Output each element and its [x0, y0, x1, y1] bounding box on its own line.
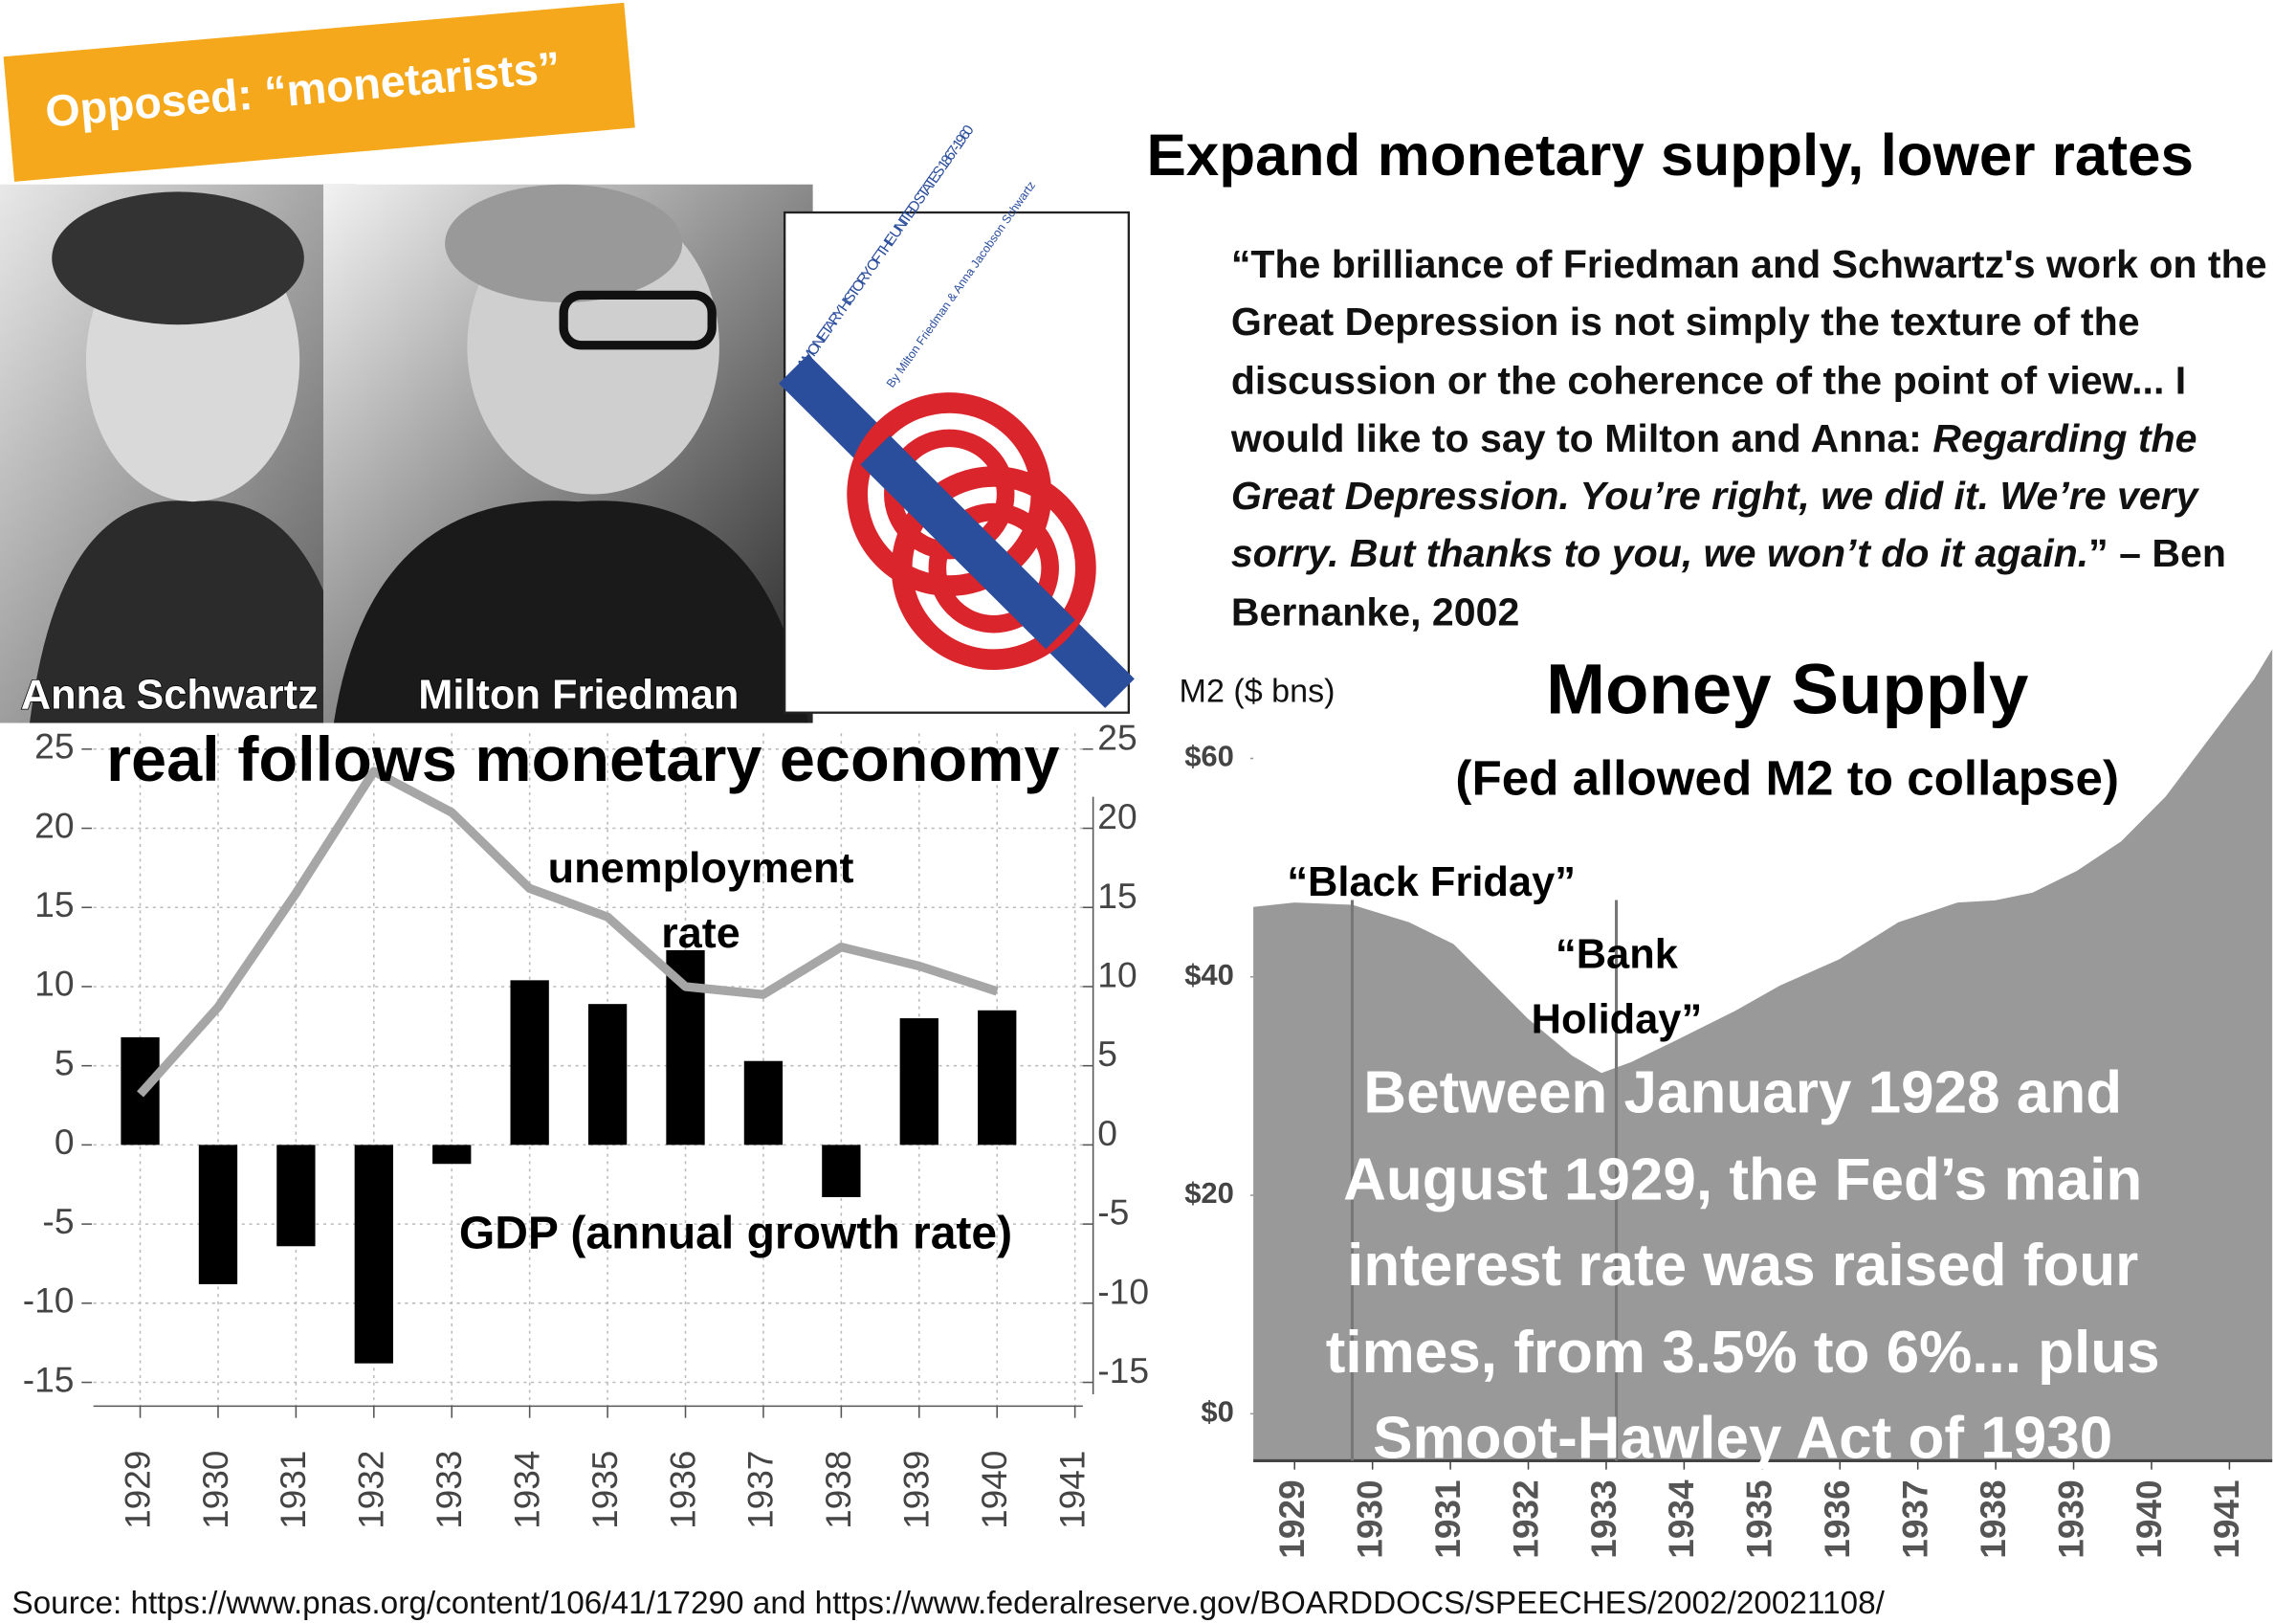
x-tick-label: 1932 — [351, 1451, 391, 1529]
quote-segment: Regarding the Great Depression. You’re r… — [1230, 415, 2198, 577]
y-tick-label: -5 — [42, 1201, 74, 1241]
annotation: “Black Friday” — [1261, 853, 1602, 912]
y-tick-label: 15 — [34, 884, 74, 924]
y2-tick-label: 5 — [1097, 1034, 1117, 1074]
x-tick-label: 1929 — [1271, 1479, 1312, 1558]
y-tick-label: -10 — [23, 1280, 75, 1321]
y-tick-label: $60 — [1184, 740, 1234, 773]
x-tick-label: 1933 — [1583, 1479, 1623, 1558]
y2-tick-label: -5 — [1097, 1192, 1129, 1233]
y2-tick-label: 0 — [1097, 1113, 1117, 1153]
annotation: “Bank Holiday” — [1498, 923, 1735, 1053]
y2-tick-label: 20 — [1097, 796, 1137, 836]
chart-subtitle: (Fed allowed M2 to collapse) — [1455, 751, 2119, 806]
y-tick-label: 10 — [34, 964, 74, 1004]
quote-segment: “The brilliance of Friedman and Schwartz… — [1230, 241, 2267, 460]
bar — [743, 1060, 784, 1145]
bar — [354, 1145, 393, 1364]
line — [137, 767, 999, 1098]
y2-tick-label: -15 — [1097, 1350, 1149, 1390]
y-tick-label: 0 — [55, 1122, 75, 1162]
source: Source: https://www.pnas.org/content/106… — [11, 1586, 1885, 1621]
x-tick-label: 1929 — [117, 1451, 157, 1529]
annotation-box: “Black Friday” — [1261, 853, 1602, 912]
quote-segment: ” – Ben Bernanke, 2002 — [1230, 531, 2226, 634]
x-tick-label: 1930 — [1349, 1479, 1389, 1558]
bar — [432, 1145, 472, 1165]
x-tick-label: 1938 — [1973, 1479, 2013, 1558]
chart-title: real follows monetary economy — [106, 724, 1059, 795]
y-axis-label: M2 ($ bns) — [1180, 674, 1336, 710]
x-tick-label: 1931 — [273, 1451, 313, 1529]
y-tick-label: 5 — [55, 1043, 75, 1083]
x-tick-label: 1933 — [429, 1451, 469, 1529]
bar — [899, 1018, 938, 1145]
bar — [587, 1004, 628, 1145]
annotation-text: “Black Friday” — [1287, 858, 1576, 905]
photo-anna — [0, 184, 357, 723]
y2-tick-label: -10 — [1097, 1271, 1149, 1311]
quote-box: “The brilliance of Friedman and Schwartz… — [1231, 236, 2269, 642]
y-tick-label: $40 — [1184, 958, 1234, 991]
x-tick-label: 1931 — [1427, 1479, 1468, 1558]
x-tick-label: 1936 — [662, 1451, 702, 1529]
x-tick-label: 1941 — [2206, 1479, 2246, 1558]
note-text: Between January 1928 and August 1929, th… — [1325, 1060, 2160, 1472]
x-tick-label: 1930 — [195, 1451, 235, 1529]
x-tick-label: 1935 — [585, 1451, 625, 1529]
book-cover — [779, 211, 1135, 714]
y-tick-label: 25 — [34, 726, 74, 767]
heading: Expand monetary supply, lower rates — [1146, 122, 2194, 189]
x-tick-label: 1940 — [974, 1451, 1014, 1529]
x-tick-label: 1934 — [506, 1451, 546, 1529]
series-label-text: unemployment rate — [547, 845, 854, 958]
x-tick-label: 1940 — [2129, 1479, 2169, 1558]
annotation-box: “Bank Holiday” — [1498, 923, 1735, 1053]
x-tick-label: 1936 — [1817, 1479, 1857, 1558]
bar — [276, 1145, 316, 1247]
y-tick-label: -15 — [23, 1359, 75, 1399]
x-tick-label: 1934 — [1661, 1479, 1701, 1559]
area — [1253, 649, 2273, 1461]
x-tick-label: 1939 — [2050, 1479, 2090, 1558]
y2-tick-label: 25 — [1097, 717, 1137, 757]
x-tick-label: 1937 — [1894, 1479, 1934, 1558]
y-tick-label: 20 — [34, 805, 74, 845]
y-tick-label: $20 — [1184, 1176, 1234, 1210]
x-tick-label: 1941 — [1051, 1451, 1092, 1529]
annotation-text: “Bank Holiday” — [1531, 930, 1703, 1042]
banner — [3, 2, 635, 182]
bar — [978, 1010, 1017, 1145]
y2-tick-label: 15 — [1097, 876, 1137, 916]
y2-tick-label: 10 — [1097, 955, 1137, 995]
chart-title: Money Supply — [1546, 650, 2028, 729]
photo-milton — [322, 184, 813, 723]
x-tick-label: 1932 — [1505, 1479, 1545, 1558]
series-label-box: unemployment rate — [504, 836, 897, 967]
note: Between January 1928 and August 1929, th… — [1261, 1051, 2225, 1482]
bar — [510, 980, 549, 1145]
x-tick-label: 1938 — [818, 1451, 858, 1529]
series-label: GDP (annual growth rate) — [459, 1209, 1012, 1259]
bar — [822, 1145, 861, 1197]
x-tick-label: 1935 — [1739, 1479, 1779, 1558]
note-box: Between January 1928 and August 1929, th… — [1261, 1051, 2225, 1482]
series-label: unemployment rate — [504, 836, 897, 967]
person-name: Anna Schwartz — [21, 673, 319, 719]
x-tick-label: 1939 — [896, 1451, 937, 1529]
person-name: Milton Friedman — [418, 673, 739, 719]
bar — [198, 1145, 238, 1284]
x-tick-label: 1937 — [740, 1451, 781, 1529]
quote: “The brilliance of Friedman and Schwartz… — [1231, 236, 2269, 642]
y-tick-label: $0 — [1201, 1395, 1233, 1429]
